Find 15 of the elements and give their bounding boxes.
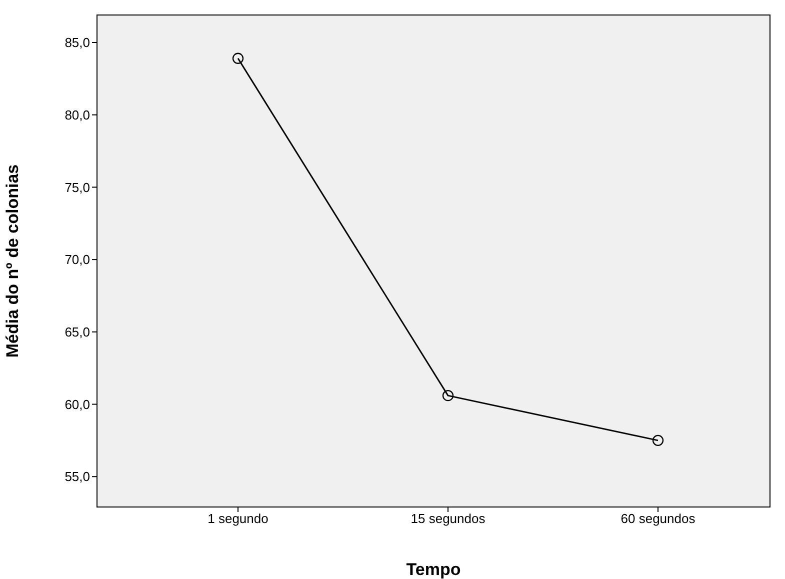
y-tick-label: 55,0: [64, 469, 90, 484]
y-tick-label: 80,0: [64, 107, 90, 122]
y-tick-label: 85,0: [64, 35, 90, 50]
point: [652, 434, 664, 446]
x-tick-label: 1 segundo: [208, 511, 268, 526]
point: [232, 52, 244, 64]
x-tick-label: 15 segundos: [410, 511, 486, 526]
point: [442, 390, 454, 402]
y-tick-label: 60,0: [64, 396, 90, 412]
y-tick-label: 65,0: [64, 324, 90, 340]
y-tick-label: 75,0: [64, 180, 90, 195]
x-axis-title: Tempo: [406, 560, 461, 579]
y-axis-title: Média do nº de colonias: [3, 164, 22, 358]
y-tick-label: 70,0: [64, 252, 90, 268]
x-tick-label: 60 segundos: [620, 511, 696, 526]
